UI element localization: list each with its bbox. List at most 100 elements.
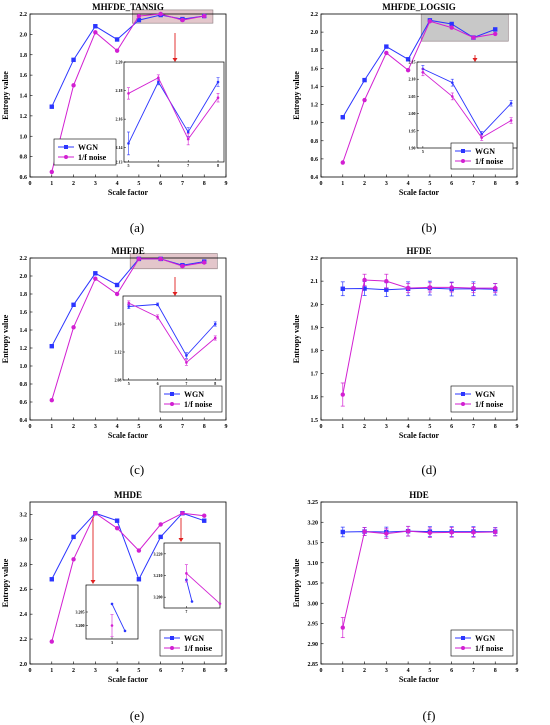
chart-panel-b: MHFDE_LOGSIG 0 1 2 3 4 5 6 7 8 9 0.4 0.6 0.8 1.0 1.2 1.4… — [292, 2, 519, 235]
inset-data-point — [218, 602, 222, 605]
data-point — [49, 398, 54, 403]
x-tick-label: 5 — [137, 181, 140, 187]
y-tick-label: 1.9 — [311, 325, 319, 331]
legend-label: WGN — [184, 634, 204, 643]
y-tick-label: 2.1 — [311, 279, 319, 285]
inset-y-tick-label: 2.14 — [116, 145, 123, 150]
inset-data-point — [450, 95, 454, 98]
inset-y-tick-label: 2.18 — [116, 88, 123, 93]
data-point — [114, 37, 120, 42]
y-axis-label: Entropy value — [292, 71, 301, 120]
data-point — [493, 285, 498, 291]
inset-data-point — [509, 119, 513, 122]
zoom-arrow-head — [472, 58, 478, 62]
y-tick-label: 2.0 — [311, 30, 319, 36]
inset-data-point — [185, 361, 188, 364]
x-tick-label: 3 — [94, 424, 97, 430]
inset-data-point — [127, 305, 131, 308]
data-point — [362, 286, 367, 291]
legend-box — [53, 138, 117, 166]
x-tick-label: 2 — [72, 181, 75, 187]
inset-series-line — [128, 302, 216, 364]
legend-box — [450, 385, 514, 413]
inset-y-tick-label: 2.12 — [115, 350, 122, 355]
data-point — [449, 21, 454, 27]
data-point — [427, 285, 433, 290]
data-point — [49, 104, 54, 109]
data-point — [362, 77, 367, 83]
data-point — [114, 518, 120, 523]
y-tick-label: 1.6 — [20, 73, 28, 79]
x-tick-label: 4 — [407, 424, 410, 430]
data-point — [493, 27, 498, 32]
chart-title: MHFDE_TANSIG — [92, 2, 164, 12]
legend-label: WGN — [184, 390, 204, 399]
legend-label: 1/f noise — [475, 157, 504, 166]
y-tick-label: 1.8 — [20, 292, 28, 298]
y-tick-label: 1.4 — [20, 94, 28, 100]
legend-marker — [170, 392, 174, 396]
inset-data-point — [127, 301, 131, 305]
y-tick-label: 2.95 — [308, 622, 319, 628]
y-tick-label: 2.8 — [20, 562, 28, 568]
data-point — [405, 67, 411, 73]
inset-x-tick-label: 5 — [128, 381, 130, 386]
inset-series-line — [186, 572, 221, 605]
x-tick-label: 7 — [472, 181, 475, 187]
inset-series-line — [128, 81, 219, 144]
y-tick-label: 3.05 — [308, 581, 319, 587]
inset-x-tick-label: 8 — [217, 163, 219, 168]
inset-y-tick-label: 2.20 — [116, 60, 123, 65]
chart-title: MHDE — [114, 490, 142, 500]
data-point — [180, 511, 185, 516]
y-tick-label: 2.85 — [308, 662, 319, 668]
y-tick-label: 1.2 — [20, 346, 28, 352]
x-tick-label: 8 — [203, 668, 206, 674]
data-point — [449, 285, 454, 290]
data-point — [493, 31, 498, 37]
legend-marker — [170, 402, 174, 406]
data-point — [471, 285, 476, 291]
x-tick-label: 7 — [181, 181, 184, 187]
panel-caption: (b) — [421, 220, 436, 235]
data-point — [71, 557, 76, 562]
data-point — [93, 511, 98, 516]
x-tick-label: 6 — [450, 668, 453, 674]
x-tick-label: 7 — [472, 668, 475, 674]
inset-series-line — [422, 68, 512, 135]
x-tick-label: 0 — [29, 668, 32, 674]
series-line — [342, 279, 496, 395]
inset-data-point — [480, 136, 484, 139]
inset-x-tick-label: 7 — [185, 609, 187, 614]
x-tick-label: 1 — [341, 181, 344, 187]
inset-data-point — [127, 142, 130, 145]
x-tick-label: 2 — [363, 181, 366, 187]
series-line — [342, 530, 496, 628]
chart-title: MHFDE_LOGSIG — [382, 2, 456, 12]
legend-marker — [461, 402, 465, 406]
inset-data-point — [186, 130, 190, 134]
x-tick-label: 0 — [29, 181, 32, 187]
legend-label: WGN — [475, 634, 495, 643]
y-tick-label: 2.0 — [20, 32, 28, 38]
x-tick-label: 6 — [159, 424, 162, 430]
data-point — [405, 285, 411, 291]
legend-box — [159, 385, 223, 413]
data-point — [340, 529, 345, 535]
inset-plot: 56781.901.952.002.052.102.15 — [409, 60, 518, 154]
series-line — [342, 287, 496, 291]
y-tick-label: 1.0 — [311, 121, 319, 127]
x-tick-label: 1 — [50, 668, 53, 674]
x-tick-label: 4 — [407, 181, 410, 187]
data-point — [362, 529, 367, 534]
legend-box — [159, 629, 223, 657]
legend-marker — [461, 149, 465, 153]
y-tick-label: 3.20 — [308, 520, 319, 526]
data-point — [384, 50, 389, 56]
inset-frame — [122, 295, 222, 381]
legend-marker — [461, 636, 465, 640]
y-axis-label: Entropy value — [1, 314, 10, 363]
inset-y-tick-label: 2.16 — [115, 322, 122, 327]
legend-marker — [461, 646, 465, 650]
inset-data-point — [216, 80, 220, 84]
